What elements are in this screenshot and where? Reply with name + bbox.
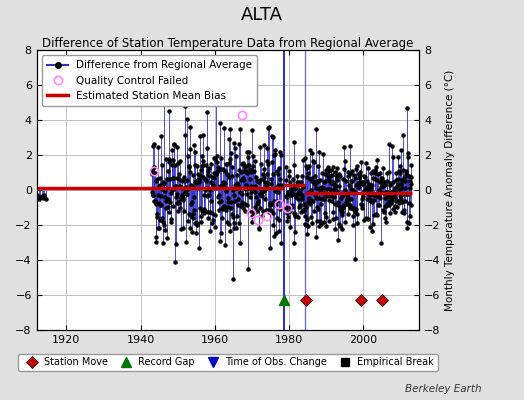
Title: Difference of Station Temperature Data from Regional Average: Difference of Station Temperature Data f… <box>42 37 413 50</box>
Text: ALTA: ALTA <box>241 6 283 24</box>
Y-axis label: Monthly Temperature Anomaly Difference (°C): Monthly Temperature Anomaly Difference (… <box>445 69 455 311</box>
Text: Berkeley Earth: Berkeley Earth <box>406 384 482 394</box>
Legend: Station Move, Record Gap, Time of Obs. Change, Empirical Break: Station Move, Record Gap, Time of Obs. C… <box>18 354 438 371</box>
